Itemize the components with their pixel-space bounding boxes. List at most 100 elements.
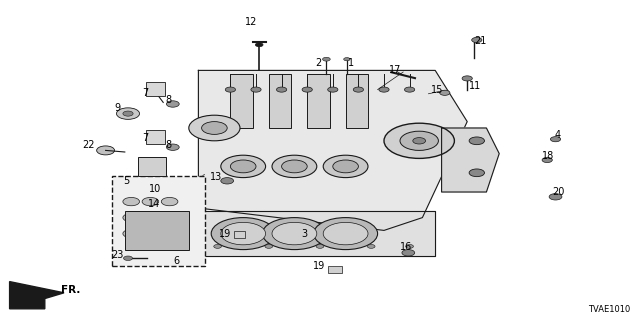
- Circle shape: [400, 131, 438, 150]
- Text: 18: 18: [542, 151, 555, 161]
- Circle shape: [367, 244, 375, 248]
- Text: 7: 7: [142, 88, 148, 98]
- Bar: [346, 74, 368, 128]
- Text: 2: 2: [315, 58, 321, 68]
- Ellipse shape: [323, 222, 368, 245]
- Bar: [125, 211, 189, 250]
- Ellipse shape: [211, 218, 275, 250]
- Circle shape: [166, 101, 179, 107]
- Ellipse shape: [262, 218, 326, 250]
- Text: 14: 14: [147, 199, 160, 209]
- Circle shape: [202, 122, 227, 134]
- Circle shape: [230, 160, 256, 173]
- Text: TVAE1010: TVAE1010: [588, 305, 630, 314]
- Circle shape: [462, 76, 472, 81]
- Text: 22: 22: [82, 140, 95, 150]
- Circle shape: [282, 160, 307, 173]
- Circle shape: [276, 87, 287, 92]
- Text: 19: 19: [312, 261, 325, 271]
- Bar: [146, 130, 165, 144]
- Circle shape: [542, 157, 552, 163]
- Circle shape: [402, 250, 415, 256]
- Bar: [234, 231, 245, 238]
- Circle shape: [549, 194, 562, 200]
- Circle shape: [116, 108, 140, 119]
- Polygon shape: [442, 128, 499, 192]
- Circle shape: [272, 155, 317, 178]
- Circle shape: [251, 87, 261, 92]
- Text: 13: 13: [210, 172, 223, 182]
- Text: 12: 12: [245, 17, 258, 27]
- Circle shape: [142, 229, 159, 238]
- Circle shape: [161, 229, 178, 238]
- Bar: [269, 74, 291, 128]
- Text: 15: 15: [431, 85, 444, 95]
- Circle shape: [255, 43, 263, 47]
- Text: FR.: FR.: [61, 284, 80, 295]
- Circle shape: [353, 87, 364, 92]
- Circle shape: [323, 155, 368, 178]
- Circle shape: [323, 57, 330, 61]
- Bar: [328, 266, 342, 273]
- Circle shape: [161, 197, 178, 206]
- Text: 9: 9: [114, 103, 120, 113]
- Ellipse shape: [221, 222, 266, 245]
- Bar: [138, 157, 166, 176]
- Circle shape: [413, 138, 426, 144]
- Circle shape: [166, 144, 179, 150]
- Circle shape: [123, 229, 140, 238]
- Circle shape: [142, 213, 159, 222]
- Circle shape: [189, 115, 240, 141]
- Polygon shape: [10, 282, 64, 309]
- Circle shape: [123, 197, 140, 206]
- Circle shape: [265, 244, 273, 248]
- Circle shape: [123, 111, 133, 116]
- Text: 16: 16: [400, 242, 413, 252]
- Text: 6: 6: [173, 256, 179, 266]
- Circle shape: [302, 87, 312, 92]
- Circle shape: [333, 160, 358, 173]
- Circle shape: [124, 256, 132, 260]
- Text: 23: 23: [111, 250, 124, 260]
- Bar: [307, 74, 330, 128]
- Polygon shape: [198, 70, 467, 230]
- Text: 11: 11: [469, 81, 482, 92]
- Text: 21: 21: [474, 36, 486, 46]
- Circle shape: [379, 87, 389, 92]
- Text: 20: 20: [552, 187, 564, 197]
- Text: 8: 8: [165, 140, 172, 150]
- Circle shape: [123, 213, 140, 222]
- Text: 7: 7: [142, 133, 148, 143]
- Bar: [230, 74, 253, 128]
- Circle shape: [214, 244, 221, 248]
- Circle shape: [225, 87, 236, 92]
- Ellipse shape: [272, 222, 317, 245]
- Circle shape: [550, 137, 561, 142]
- Circle shape: [221, 178, 234, 184]
- Circle shape: [469, 137, 484, 145]
- Circle shape: [328, 87, 338, 92]
- Polygon shape: [192, 211, 435, 256]
- Circle shape: [472, 37, 482, 43]
- Text: 3: 3: [301, 229, 307, 239]
- Text: 8: 8: [165, 95, 172, 105]
- Circle shape: [440, 90, 450, 95]
- Circle shape: [469, 169, 484, 177]
- Bar: [112, 176, 205, 266]
- Text: 1: 1: [348, 58, 354, 68]
- Ellipse shape: [314, 218, 378, 250]
- Text: 4: 4: [555, 130, 561, 140]
- Circle shape: [142, 197, 159, 206]
- Circle shape: [316, 244, 324, 248]
- Circle shape: [161, 213, 178, 222]
- Text: 17: 17: [388, 65, 401, 75]
- Circle shape: [404, 87, 415, 92]
- Text: 10: 10: [148, 184, 161, 195]
- Text: 19: 19: [219, 228, 232, 239]
- Text: 5: 5: [124, 176, 130, 186]
- Circle shape: [406, 244, 413, 248]
- Circle shape: [384, 123, 454, 158]
- Bar: [146, 82, 165, 96]
- Circle shape: [344, 58, 350, 61]
- Circle shape: [97, 146, 115, 155]
